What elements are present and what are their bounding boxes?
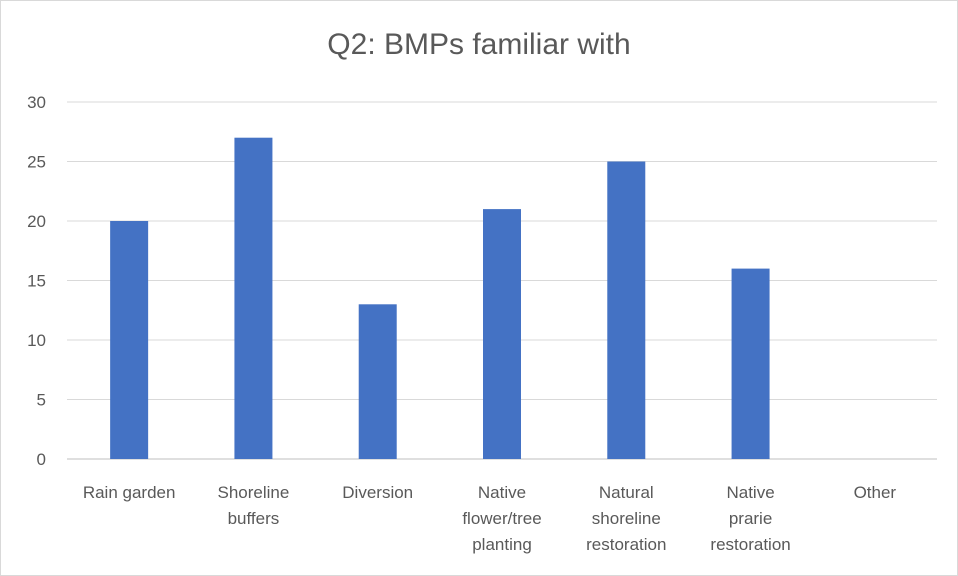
x-tick-label-line: planting xyxy=(472,535,532,554)
x-tick-label-line: Diversion xyxy=(342,483,413,502)
y-tick-label: 0 xyxy=(37,450,46,469)
x-tick-label-line: restoration xyxy=(710,535,790,554)
y-tick-label: 20 xyxy=(27,212,46,231)
x-tick-label: Rain garden xyxy=(83,483,176,502)
x-tick-label-line: Native xyxy=(478,483,526,502)
bar xyxy=(358,304,397,459)
x-tick-label-line: Native xyxy=(726,483,774,502)
x-tick-label-line: prarie xyxy=(729,509,772,528)
chart-title: Q2: BMPs familiar with xyxy=(327,28,631,61)
x-tick-label-line: shoreline xyxy=(592,509,661,528)
bar xyxy=(234,137,273,459)
x-tick-label: Shoreline buffers xyxy=(218,483,290,528)
x-tick-label-line: Shoreline xyxy=(218,483,290,502)
bar xyxy=(110,221,149,459)
x-tick-label: Other xyxy=(854,483,897,502)
bar xyxy=(607,161,646,459)
bar xyxy=(731,268,770,459)
y-tick-label: 30 xyxy=(27,93,46,112)
y-tick-label: 15 xyxy=(27,272,46,291)
x-tick-label: Diversion xyxy=(342,483,413,502)
bar xyxy=(483,209,521,459)
x-tick-label: Native flower/tree planting xyxy=(462,483,541,554)
x-tick-label: Natural shoreline restoration xyxy=(586,483,666,554)
y-tick-label: 25 xyxy=(27,153,46,172)
x-tick-label: Native prarie restoration xyxy=(710,483,790,554)
x-tick-label-line: flower/tree xyxy=(462,509,541,528)
y-tick-label: 5 xyxy=(37,391,46,410)
x-tick-label-line: Other xyxy=(854,483,897,502)
x-tick-label-line: Natural xyxy=(599,483,654,502)
x-tick-label-line: Rain garden xyxy=(83,483,176,502)
x-tick-label-line: buffers xyxy=(228,509,280,528)
x-tick-label-line: restoration xyxy=(586,535,666,554)
y-tick-label: 10 xyxy=(27,331,46,350)
